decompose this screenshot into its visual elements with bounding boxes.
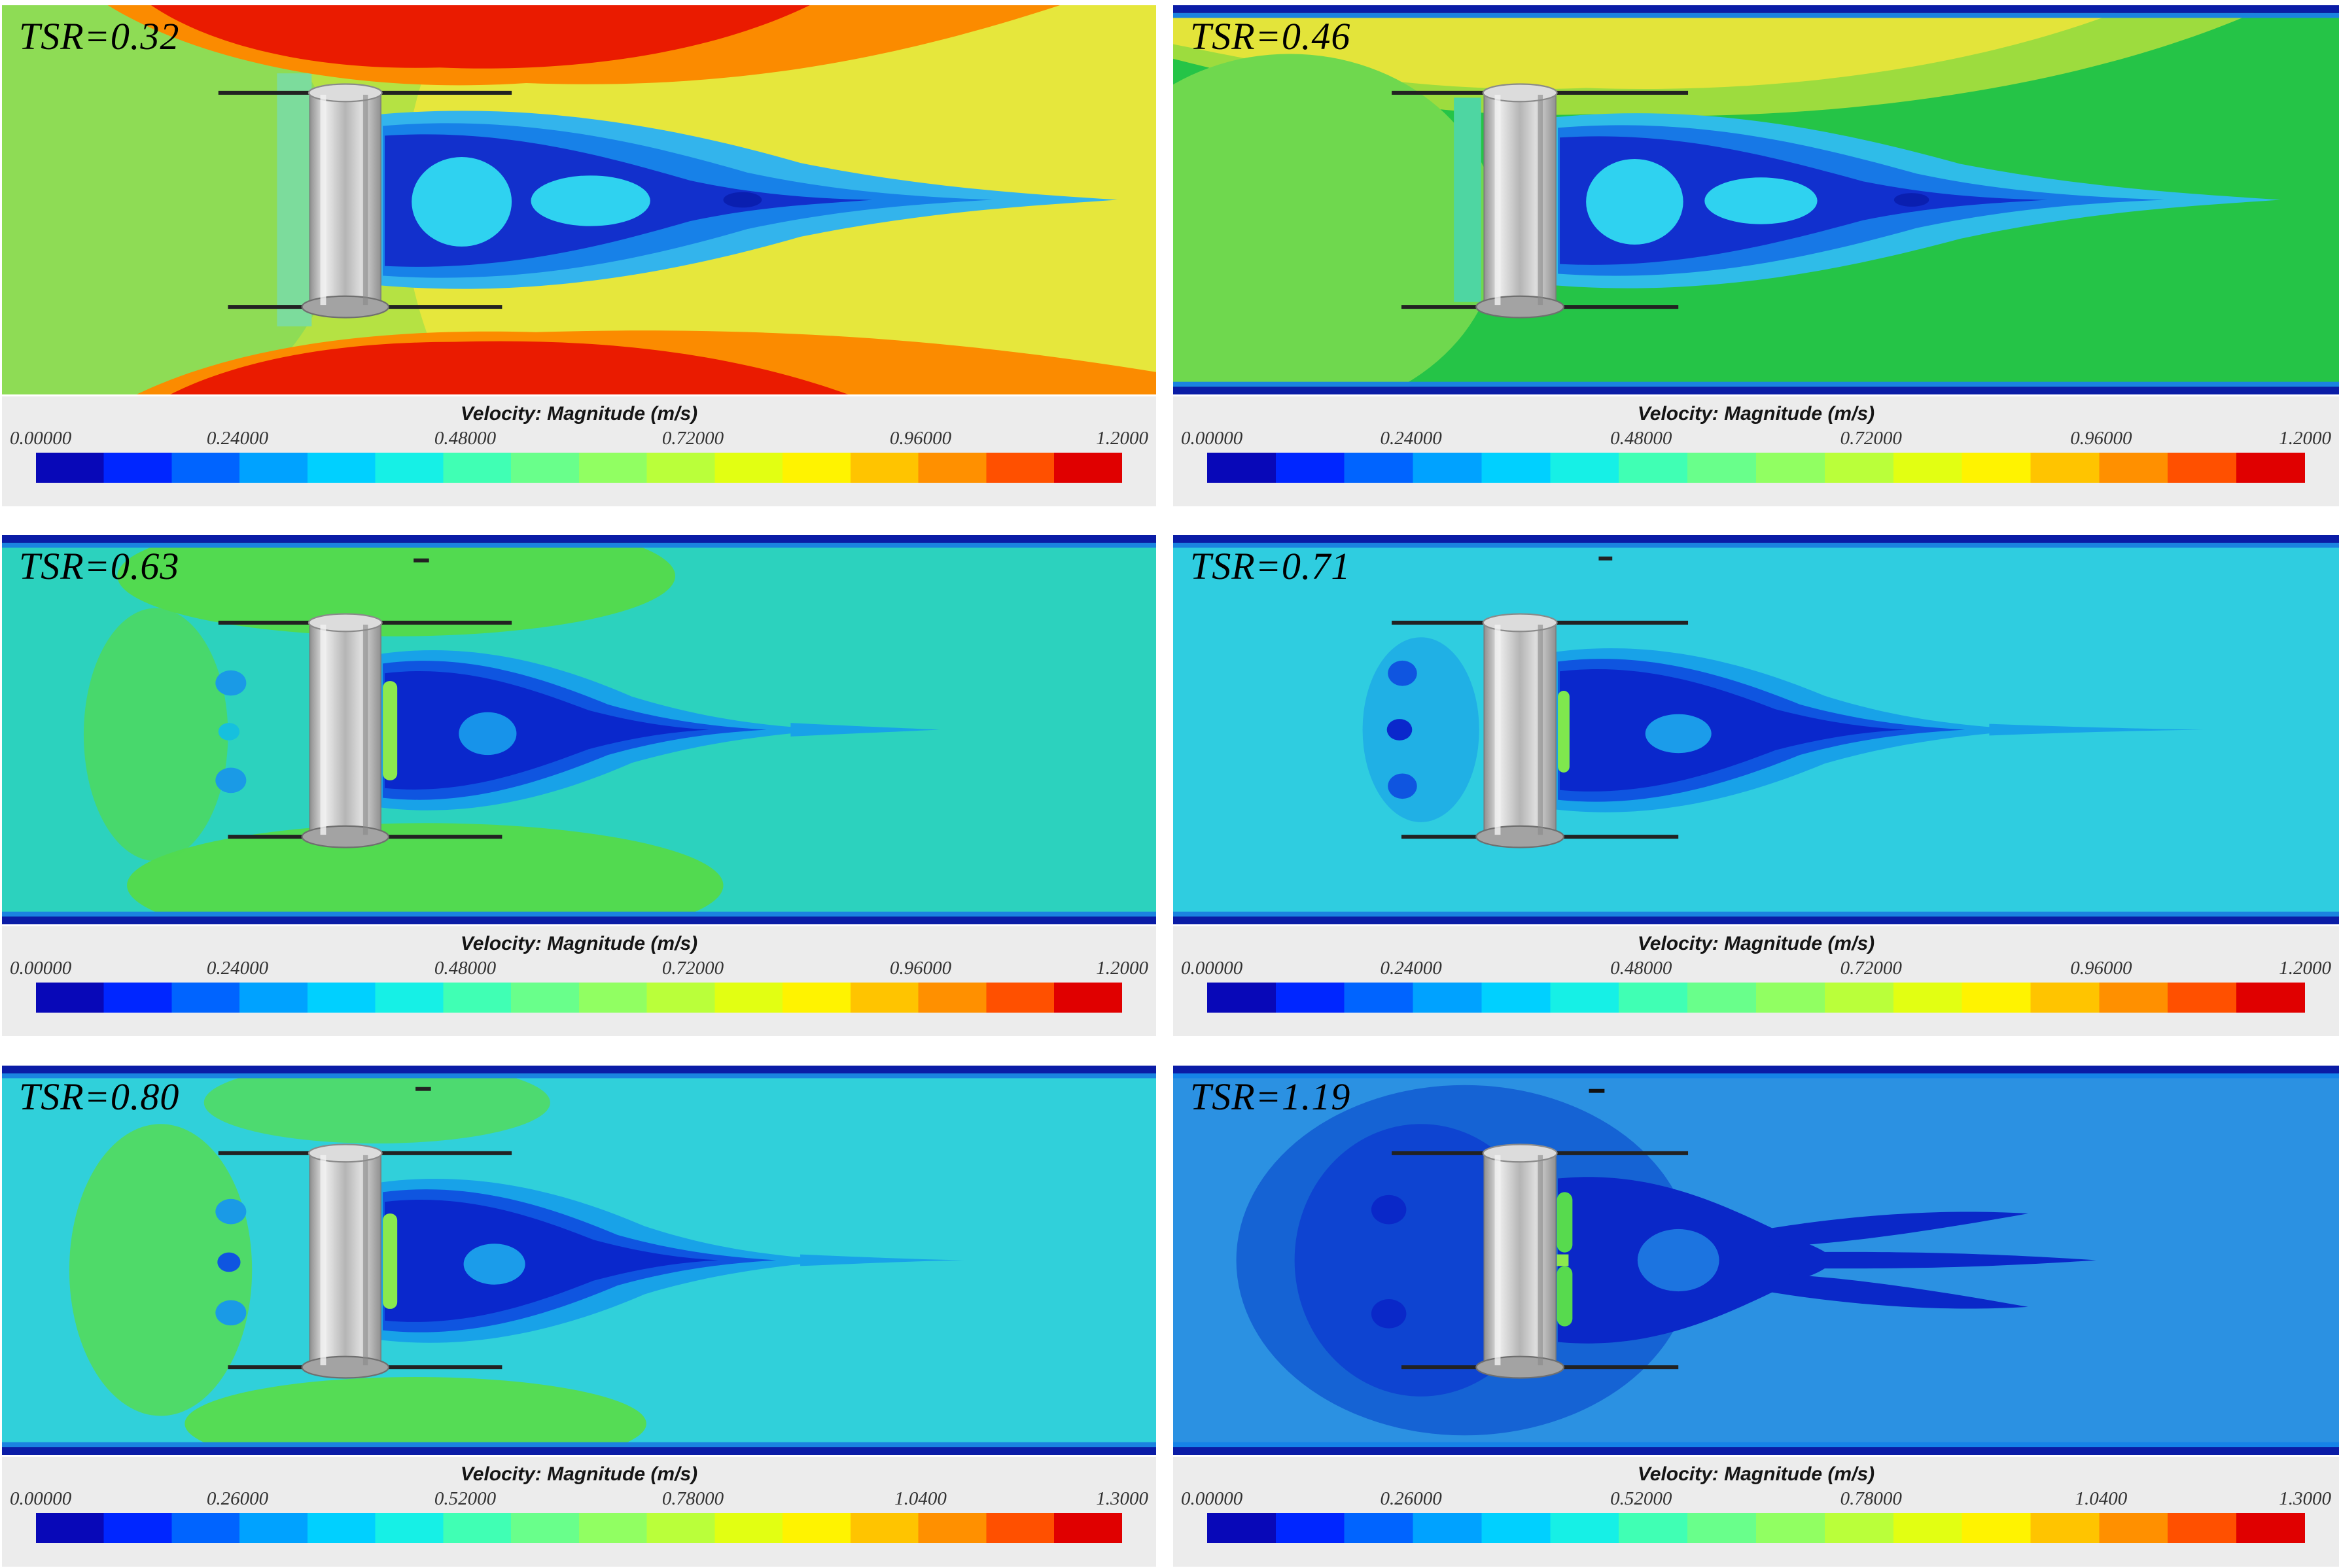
- panel-tsr-119: TSR=1.19 Velocity: Magnitude (m/s) 0.000…: [1173, 1065, 2339, 1568]
- colorbar-legend: Velocity: Magnitude (m/s) 0.00000 0.24000…: [2, 926, 1156, 1037]
- colorbar-tick-label: 0.00000: [10, 958, 72, 979]
- panel-tsr-063: TSR=0.63 Velocity: Magnitude (m/s) 0.000…: [2, 535, 1156, 1037]
- velocity-contour-map: [1173, 5, 2339, 394]
- contour-plot: TSR=1.19: [1173, 1065, 2339, 1455]
- colorbar-tick-label: 1.0400: [894, 1488, 947, 1509]
- colorbar-ticks: 0.00000 0.24000 0.48000 0.72000 0.96000 1.200…: [10, 428, 1148, 451]
- colorbar-tick-label: 0.00000: [10, 428, 72, 449]
- wake-core: [385, 1199, 719, 1322]
- colorbar-tick-label: 0.52000: [1610, 1488, 1672, 1509]
- turbine-rotor: [218, 83, 512, 319]
- tsr-label: TSR=0.63: [19, 545, 180, 588]
- wake-core: [385, 671, 709, 790]
- colorbar-ticks: 0.00000 0.24000 0.48000 0.72000 0.96000 1.200…: [1181, 958, 2331, 981]
- colorbar-tick-label: 0.26000: [1380, 1488, 1442, 1509]
- colorbar-tick-label: 0.26000: [206, 1488, 269, 1509]
- colorbar-tick-label: 1.2000: [1096, 428, 1148, 449]
- colorbar-tick-label: 0.24000: [1380, 958, 1442, 979]
- colorbar: [1207, 453, 2305, 483]
- velocity-contour-map: [2, 1065, 1156, 1455]
- wake-core: [1560, 669, 1907, 792]
- colorbar-tick-label: 0.00000: [1181, 1488, 1243, 1509]
- colorbar-tick-label: 0.72000: [661, 958, 724, 979]
- velocity-contour-map: [2, 5, 1156, 394]
- panel-tsr-080: TSR=0.80 Velocity: Magnitude (m/s) 0.000…: [2, 1065, 1156, 1568]
- colorbar-legend: Velocity: Magnitude (m/s) 0.00000 0.26000…: [2, 1456, 1156, 1567]
- colorbar-tick-label: 0.96000: [889, 428, 952, 449]
- colorbar-legend: Velocity: Magnitude (m/s) 0.00000 0.24000…: [2, 396, 1156, 506]
- colorbar-tick-label: 0.78000: [661, 1488, 724, 1509]
- turbine-rotor: [1392, 613, 1689, 848]
- colorbar-legend: Velocity: Magnitude (m/s) 0.00000 0.24000…: [1173, 396, 2339, 506]
- turbine-rotor: [218, 1143, 512, 1379]
- colorbar: [36, 983, 1122, 1013]
- colorbar-tick-label: 0.96000: [2070, 428, 2132, 449]
- panel-tsr-046: TSR=0.46 Velocity: Magnitude (m/s) 0.000…: [1173, 5, 2339, 508]
- colorbar-tick-label: 1.2000: [1096, 958, 1148, 979]
- colorbar-tick-label: 1.3000: [2279, 1488, 2331, 1509]
- colorbar-tick-label: 1.2000: [2279, 428, 2331, 449]
- colorbar-tick-label: 0.72000: [1840, 428, 1902, 449]
- colorbar-legend: Velocity: Magnitude (m/s) 0.00000 0.26000…: [1173, 1456, 2339, 1567]
- colorbar-title: Velocity: Magnitude (m/s): [1637, 933, 1875, 955]
- turbine-rotor: [1392, 1143, 1689, 1379]
- colorbar-tick-label: 1.2000: [2279, 958, 2331, 979]
- colorbar-tick-label: 0.00000: [10, 1488, 72, 1509]
- panel-tsr-071: TSR=0.71 Velocity: Magnitude (m/s) 0.000…: [1173, 535, 2339, 1037]
- colorbar: [36, 1512, 1122, 1543]
- colorbar-tick-label: 0.00000: [1181, 958, 1243, 979]
- colorbar-tick-label: 0.48000: [434, 428, 497, 449]
- contour-plot: TSR=0.46: [1173, 5, 2339, 394]
- colorbar-title: Velocity: Magnitude (m/s): [460, 1463, 698, 1485]
- colorbar-legend: Velocity: Magnitude (m/s) 0.00000 0.24000…: [1173, 926, 2339, 1037]
- colorbar-tick-label: 0.96000: [889, 958, 952, 979]
- colorbar: [36, 453, 1122, 483]
- turbine-rotor: [1392, 83, 1689, 319]
- tsr-label: TSR=0.80: [19, 1075, 180, 1118]
- colorbar-tick-label: 1.3000: [1096, 1488, 1148, 1509]
- colorbar-tick-label: 1.0400: [2075, 1488, 2128, 1509]
- colorbar-tick-label: 0.24000: [1380, 428, 1442, 449]
- tsr-label: TSR=0.71: [1190, 545, 1351, 588]
- colorbar-tick-label: 0.78000: [1840, 1488, 1902, 1509]
- colorbar-tick-label: 0.48000: [1610, 958, 1672, 979]
- colorbar-tick-label: 0.52000: [434, 1488, 497, 1509]
- turbine-rotor: [218, 613, 512, 848]
- velocity-contour-map: [1173, 1065, 2339, 1455]
- contour-plot: TSR=0.63: [2, 535, 1156, 925]
- colorbar-title: Velocity: Magnitude (m/s): [460, 933, 698, 955]
- tsr-label: TSR=0.32: [19, 15, 180, 58]
- colorbar-tick-label: 0.72000: [1840, 958, 1902, 979]
- colorbar-title: Velocity: Magnitude (m/s): [1637, 403, 1875, 425]
- colorbar: [1207, 1512, 2305, 1543]
- colorbar-tick-label: 0.24000: [206, 958, 269, 979]
- colorbar-tick-label: 0.72000: [661, 428, 724, 449]
- colorbar-ticks: 0.00000 0.26000 0.52000 0.78000 1.0400 1.3000: [1181, 1488, 2331, 1512]
- colorbar-tick-label: 0.00000: [1181, 428, 1243, 449]
- colorbar-ticks: 0.00000 0.24000 0.48000 0.72000 0.96000 1.200…: [10, 958, 1148, 981]
- tsr-label: TSR=1.19: [1190, 1075, 1351, 1118]
- panel-tsr-032: TSR=0.32 Velocity: Magnitude (m/s) 0.000…: [2, 5, 1156, 508]
- velocity-contour-map: [1173, 535, 2339, 925]
- colorbar-tick-label: 0.24000: [206, 428, 269, 449]
- colorbar-tick-label: 0.96000: [2070, 958, 2132, 979]
- colorbar-tick-label: 0.48000: [1610, 428, 1672, 449]
- colorbar-title: Velocity: Magnitude (m/s): [1637, 1463, 1875, 1485]
- colorbar: [1207, 983, 2305, 1013]
- colorbar-ticks: 0.00000 0.24000 0.48000 0.72000 0.96000 1.200…: [1181, 428, 2331, 451]
- contour-plot: TSR=0.71: [1173, 535, 2339, 925]
- colorbar-tick-label: 0.48000: [434, 958, 497, 979]
- contour-plot: TSR=0.80: [2, 1065, 1156, 1455]
- velocity-contour-map: [2, 535, 1156, 925]
- colorbar-ticks: 0.00000 0.26000 0.52000 0.78000 1.0400 1.3000: [10, 1488, 1148, 1512]
- colorbar-title: Velocity: Magnitude (m/s): [460, 403, 698, 425]
- tsr-label: TSR=0.46: [1190, 15, 1351, 58]
- contour-plot: TSR=0.32: [2, 5, 1156, 394]
